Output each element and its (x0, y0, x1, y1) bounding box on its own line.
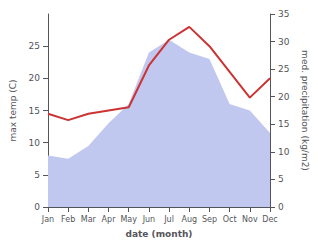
svg-text:Jan: Jan (41, 215, 54, 224)
svg-text:25: 25 (278, 64, 289, 74)
svg-text:Dec: Dec (262, 215, 277, 224)
svg-text:30: 30 (278, 37, 290, 47)
svg-text:Feb: Feb (61, 215, 75, 224)
svg-text:20: 20 (29, 73, 41, 83)
svg-text:Nov: Nov (242, 215, 258, 224)
svg-text:15: 15 (278, 119, 289, 129)
svg-text:Sep: Sep (202, 215, 217, 224)
svg-text:15: 15 (29, 106, 40, 116)
svg-text:Jul: Jul (163, 215, 174, 224)
svg-text:5: 5 (34, 170, 40, 180)
svg-text:10: 10 (278, 147, 290, 157)
svg-text:May: May (120, 215, 137, 224)
svg-text:0: 0 (278, 202, 284, 212)
svg-text:0: 0 (34, 202, 40, 212)
svg-text:25: 25 (29, 41, 40, 51)
svg-text:med. precipitation (kg/m2): med. precipitation (kg/m2) (300, 50, 310, 171)
svg-text:5: 5 (278, 174, 284, 184)
svg-text:max temp (C): max temp (C) (8, 79, 18, 141)
svg-text:Oct: Oct (223, 215, 237, 224)
svg-text:35: 35 (278, 9, 289, 19)
svg-text:Aug: Aug (181, 215, 197, 224)
svg-text:10: 10 (29, 138, 41, 148)
svg-text:Apr: Apr (102, 215, 117, 224)
svg-text:Jun: Jun (142, 215, 156, 224)
svg-text:Mar: Mar (81, 215, 97, 224)
svg-text:date (month): date (month) (126, 229, 193, 239)
svg-text:20: 20 (278, 92, 290, 102)
